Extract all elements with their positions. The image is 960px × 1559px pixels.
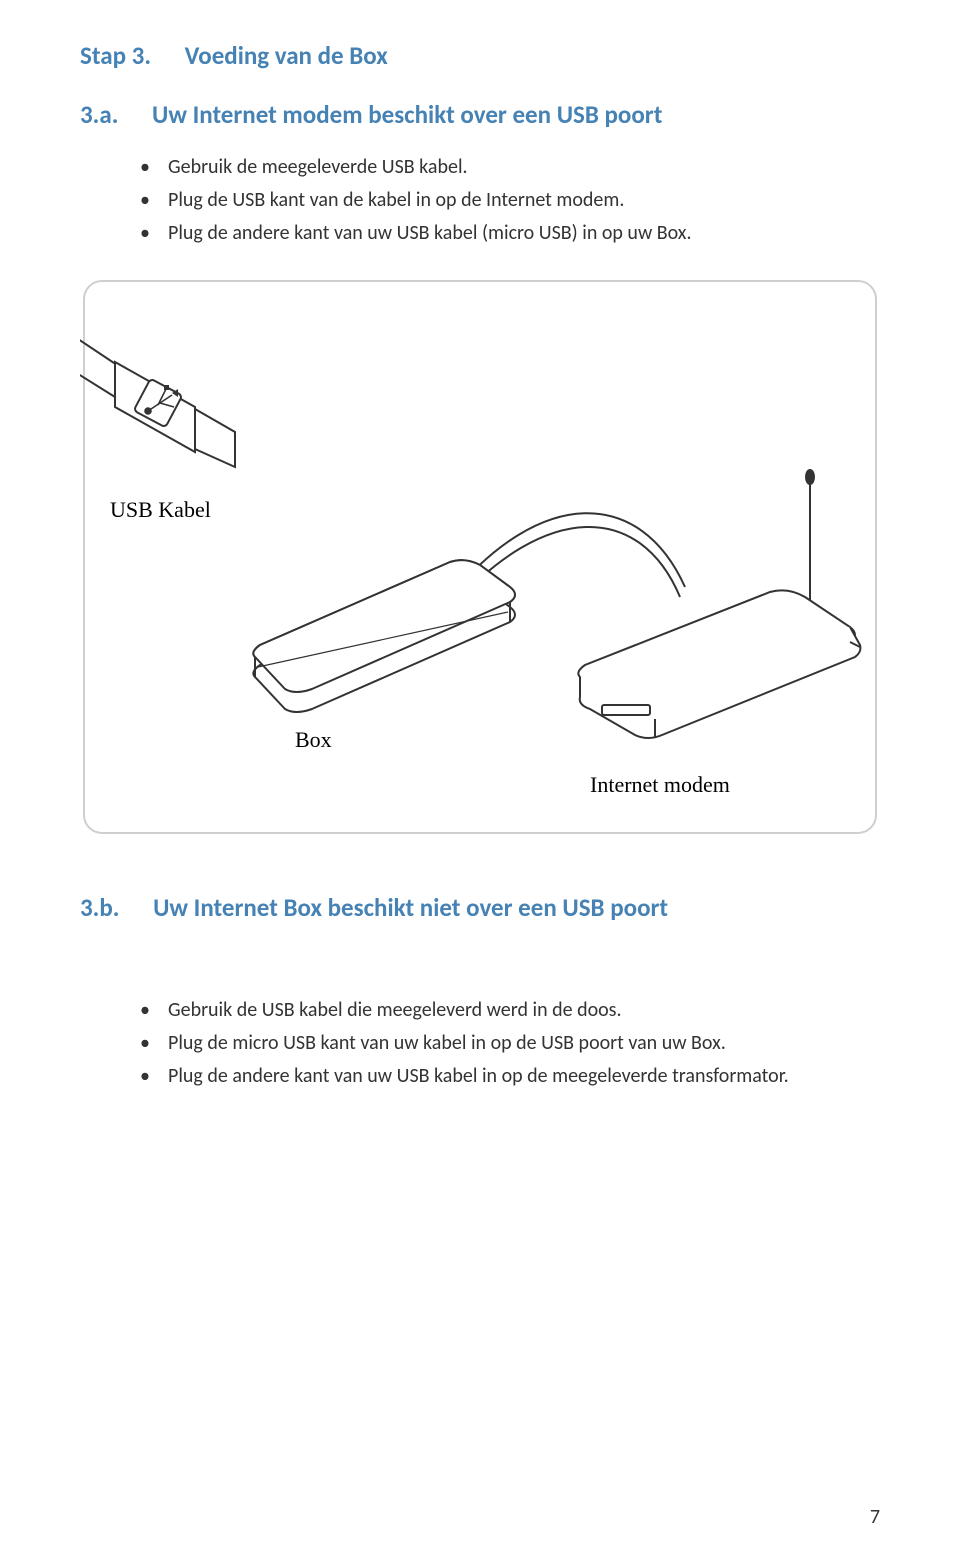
step-header: Stap 3. Voeding van de Box bbox=[80, 40, 880, 71]
list-item: Plug de micro USB kant van uw kabel in o… bbox=[140, 1030, 880, 1057]
connection-diagram: USB Kabel Box bbox=[80, 277, 880, 842]
diagram-svg: USB Kabel Box bbox=[80, 277, 880, 837]
list-item: Plug de USB kant van de kabel in op de I… bbox=[140, 187, 880, 214]
list-item: Plug de andere kant van uw USB kabel (mi… bbox=[140, 220, 880, 247]
page-number: 7 bbox=[870, 1505, 880, 1529]
diagram-label-modem: Internet modem bbox=[590, 772, 730, 797]
section-a-label: 3.a. bbox=[80, 99, 118, 130]
section-b-title: Uw Internet Box beschikt niet over een U… bbox=[153, 892, 668, 923]
diagram-label-box: Box bbox=[295, 727, 332, 752]
step-title: Voeding van de Box bbox=[185, 40, 388, 71]
step-label: Stap 3. bbox=[80, 40, 151, 71]
section-a-header: 3.a. Uw Internet modem beschikt over een… bbox=[80, 99, 880, 130]
diagram-label-usb: USB Kabel bbox=[110, 497, 211, 522]
list-item: Gebruik de meegeleverde USB kabel. bbox=[140, 154, 880, 181]
section-b-header: 3.b. Uw Internet Box beschikt niet over … bbox=[80, 892, 880, 923]
section-a-bullets: Gebruik de meegeleverde USB kabel. Plug … bbox=[140, 154, 880, 247]
section-b-bullets: Gebruik de USB kabel die meegeleverd wer… bbox=[140, 997, 880, 1090]
list-item: Gebruik de USB kabel die meegeleverd wer… bbox=[140, 997, 880, 1024]
list-item: Plug de andere kant van uw USB kabel in … bbox=[140, 1063, 880, 1090]
section-b-label: 3.b. bbox=[80, 892, 119, 923]
section-a-title: Uw Internet modem beschikt over een USB … bbox=[152, 99, 662, 130]
